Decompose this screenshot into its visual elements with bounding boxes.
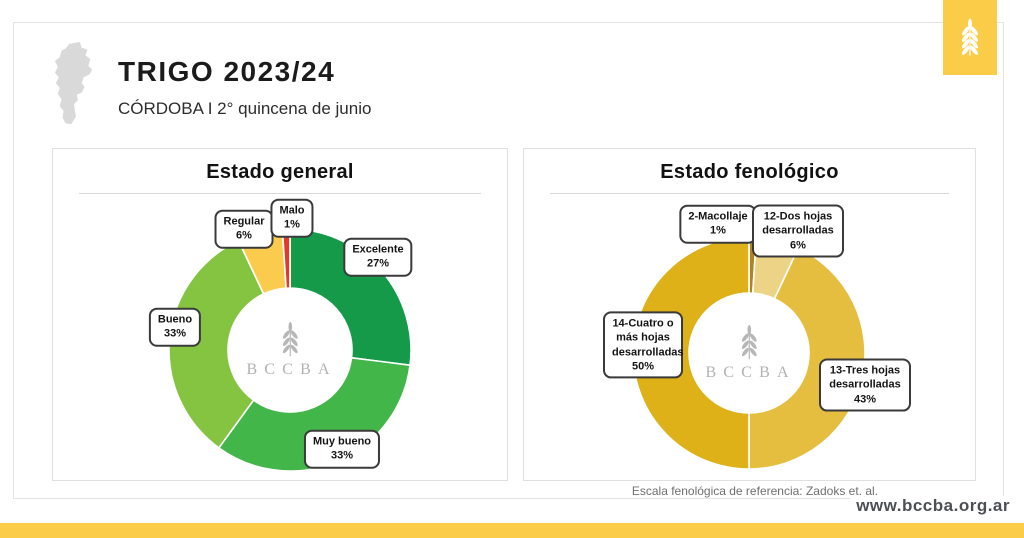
donut-chart-estado-fenologico bbox=[632, 236, 866, 470]
slice-label: Muy bueno bbox=[312, 435, 372, 448]
donut-slice-bueno bbox=[168, 239, 265, 450]
slice-label: 13-Tres hojas desarrolladas bbox=[829, 364, 901, 391]
slice-label: 14-Cuatro o más hojas desarrolladas bbox=[612, 317, 684, 358]
slice-label: Regular bbox=[223, 215, 265, 228]
wheat-icon bbox=[961, 18, 979, 56]
title-divider bbox=[79, 193, 481, 194]
callout-bueno: Bueno 33% bbox=[148, 307, 202, 347]
callout-dos-hojas: 12-Dos hojas desarrolladas 6% bbox=[752, 204, 844, 258]
slice-value: 1% bbox=[710, 225, 726, 237]
callout-macollaje: 2-Macollaje 1% bbox=[679, 204, 757, 244]
slice-label: 2-Macollaje bbox=[688, 210, 748, 223]
cordoba-map-icon bbox=[54, 41, 93, 125]
slice-value: 27% bbox=[366, 258, 390, 270]
slice-label: Excelente bbox=[352, 243, 404, 256]
brand-corner-tile bbox=[943, 0, 997, 75]
slice-value: 1% bbox=[284, 219, 300, 231]
page-title: TRIGO 2023/24 bbox=[118, 56, 336, 87]
callout-excelente: Excelente 27% bbox=[343, 237, 413, 277]
website-link[interactable]: www.bccba.org.ar bbox=[850, 496, 1010, 516]
reference-note: Escala fenológica de referencia: Zadoks … bbox=[631, 484, 878, 498]
chart-title: Estado general bbox=[206, 161, 354, 183]
slice-value: 43% bbox=[853, 393, 877, 406]
slice-label: Malo bbox=[279, 204, 305, 217]
slice-value: 6% bbox=[236, 230, 252, 242]
callout-muy-bueno: Muy bueno 33% bbox=[303, 429, 381, 469]
page-subtitle: CÓRDOBA I 2° quincena de junio bbox=[118, 99, 372, 118]
accent-bottom-bar bbox=[0, 523, 1024, 538]
slice-value: 33% bbox=[163, 328, 187, 340]
callout-cuatro-hojas: 14-Cuatro o más hojas desarrolladas 50% bbox=[603, 311, 684, 379]
chart-title: Estado fenológico bbox=[660, 161, 839, 183]
callout-tres-hojas: 13-Tres hojas desarrolladas 43% bbox=[819, 358, 911, 412]
callout-regular: Regular 6% bbox=[214, 209, 274, 249]
slice-label: Bueno bbox=[157, 313, 193, 326]
panel-estado-fenologico: Estado fenológico BCCBA 2-Macollaje bbox=[523, 148, 976, 481]
donut-slice-13-tres-hojas-desarrolladas bbox=[748, 246, 866, 470]
slice-value: 6% bbox=[790, 239, 806, 252]
title-divider bbox=[550, 193, 949, 194]
panel-estado-general: Estado general BCCBA Excelente 27% bbox=[52, 148, 508, 481]
slice-value: 50% bbox=[631, 360, 655, 373]
slice-value: 33% bbox=[330, 450, 354, 462]
slice-label: 12-Dos hojas desarrolladas bbox=[762, 210, 834, 237]
callout-malo: Malo 1% bbox=[270, 198, 314, 238]
